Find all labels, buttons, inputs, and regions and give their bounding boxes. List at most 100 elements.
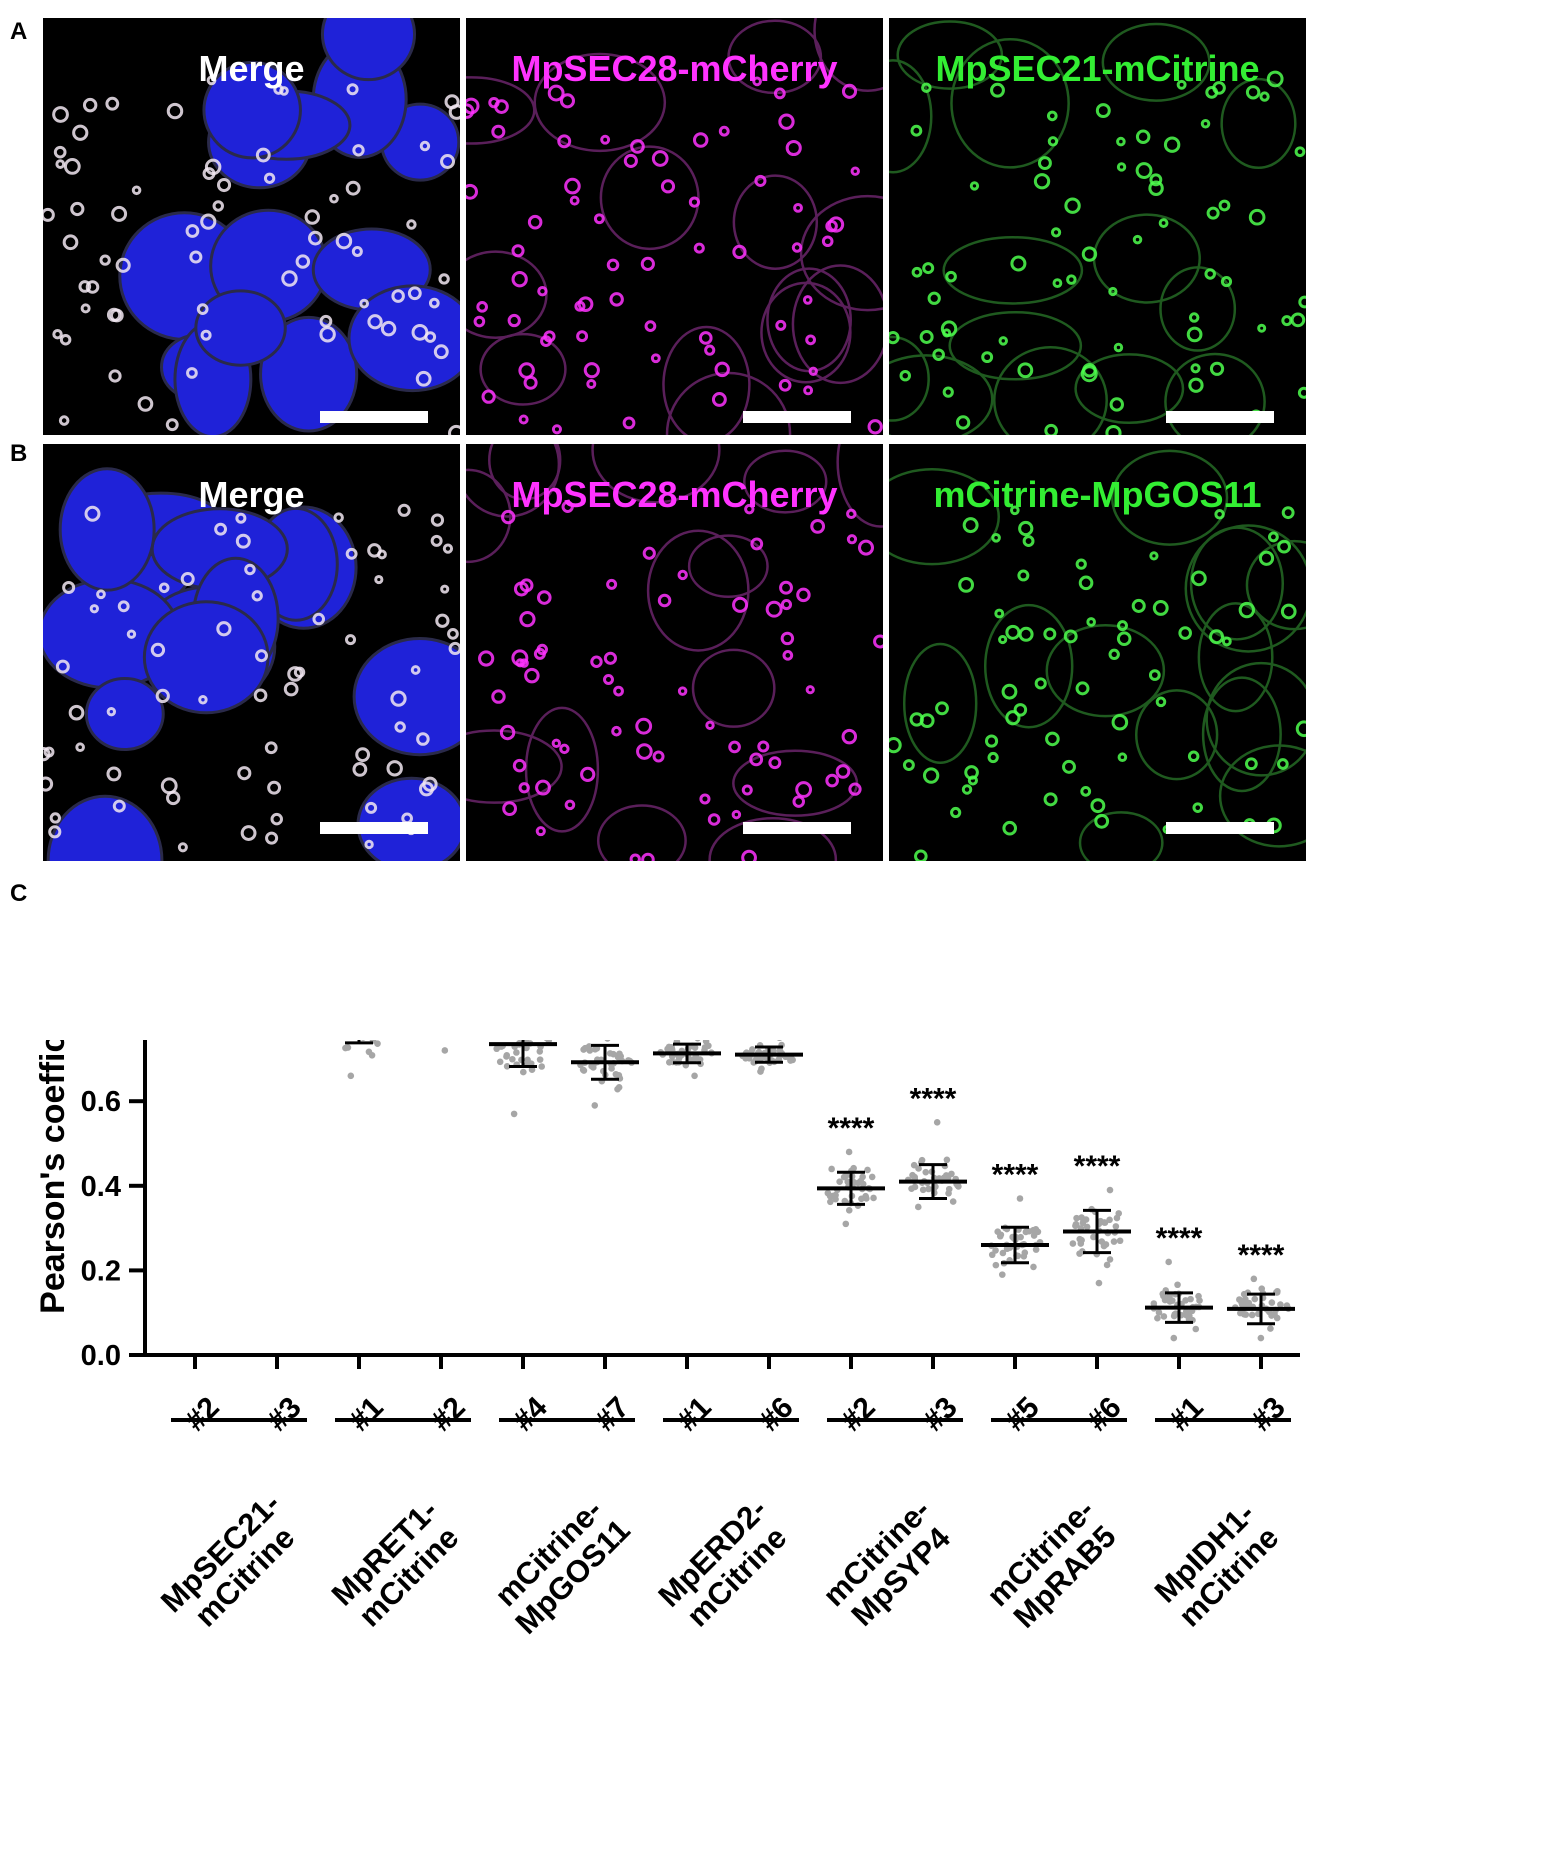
punctum: [1290, 312, 1306, 328]
y-axis-label: Pearson's coefficient: [34, 1040, 72, 1314]
punctum: [600, 134, 611, 145]
punctum: [202, 167, 216, 181]
punctum: [867, 419, 883, 435]
data-point: [702, 1040, 710, 1045]
data-point: [840, 1173, 848, 1181]
scale-bar: [743, 822, 851, 834]
group-label: mCitrine-MpSYP4: [816, 1492, 961, 1637]
punctum: [1117, 620, 1128, 632]
data-point: [1166, 1292, 1173, 1300]
punctum: [657, 593, 672, 608]
punctum: [630, 139, 645, 154]
punctum: [1111, 713, 1129, 731]
punctum: [386, 760, 403, 777]
punctum: [780, 631, 795, 646]
data-point: [374, 1040, 381, 1047]
punctum: [1001, 683, 1018, 700]
punctum: [969, 181, 980, 191]
y-tick-label: 0.6: [81, 1086, 121, 1118]
punctum: [919, 329, 934, 344]
punctum: [704, 344, 716, 356]
data-point: [1021, 1249, 1029, 1257]
punctum: [1258, 550, 1275, 566]
punctum: [827, 216, 845, 233]
punctum: [511, 271, 528, 288]
punctum: [1176, 79, 1187, 90]
punctum: [415, 370, 432, 387]
data-point: [1032, 1246, 1040, 1253]
punctum: [580, 766, 596, 782]
significance-label: ****: [1238, 1239, 1285, 1272]
punctum: [1218, 199, 1231, 212]
punctum: [308, 230, 323, 246]
punctum: [1245, 85, 1261, 100]
nucleus: [356, 776, 460, 861]
group-label: MpRET1-mCitrine: [325, 1493, 469, 1637]
punctum: [1149, 173, 1163, 187]
punctum: [1135, 162, 1153, 179]
punctum: [765, 600, 783, 618]
nucleus: [194, 289, 287, 367]
punctum: [796, 587, 811, 603]
punctum: [782, 650, 794, 661]
punctum: [998, 634, 1008, 645]
punctum: [603, 651, 618, 665]
punctum: [1280, 603, 1297, 620]
punctum: [603, 674, 614, 685]
cell-outline: [524, 706, 600, 833]
punctum: [519, 658, 529, 668]
punctum: [1259, 91, 1270, 102]
punctum: [70, 201, 85, 217]
punctum: [613, 685, 624, 697]
significance-label: ****: [910, 1082, 957, 1115]
punctum: [780, 599, 793, 611]
punctum: [185, 224, 200, 238]
punctum: [501, 509, 516, 525]
punctum: [1050, 227, 1062, 238]
punctum: [265, 831, 279, 845]
cell-outline: [902, 642, 978, 764]
punctum: [1066, 274, 1077, 285]
punctum: [1163, 136, 1181, 153]
data-point: [510, 1110, 518, 1118]
punctum: [914, 849, 928, 861]
punctum: [902, 759, 915, 772]
data-point: [1236, 1296, 1243, 1303]
cell-outline: [708, 817, 838, 861]
punctum: [63, 158, 81, 175]
punctum: [158, 582, 170, 594]
significance-label: ****: [992, 1158, 1039, 1191]
data-point: [841, 1197, 849, 1205]
nucleus: [259, 315, 359, 433]
x-tick-label: #2: [835, 1391, 882, 1438]
punctum: [155, 688, 170, 704]
punctum: [72, 124, 89, 141]
punctum: [1277, 539, 1291, 554]
punctum: [593, 213, 605, 225]
punctum: [622, 416, 636, 430]
punctum: [1281, 315, 1293, 327]
data-point: [828, 1165, 835, 1173]
punctum: [1105, 424, 1122, 435]
punctum: [1244, 757, 1258, 771]
punctum: [512, 758, 527, 773]
data-point: [1273, 1289, 1281, 1296]
punctum: [1046, 110, 1058, 122]
cell-outline: [896, 20, 1004, 90]
data-point: [1106, 1256, 1114, 1263]
data-point: [1267, 1325, 1274, 1332]
punctum: [846, 534, 858, 545]
cell-outline: [1189, 526, 1285, 641]
punctum: [1188, 377, 1204, 393]
punctum: [698, 331, 713, 345]
data-point: [509, 1055, 516, 1063]
data-point: [1182, 1297, 1189, 1304]
punctum: [705, 720, 715, 731]
data-point: [1170, 1312, 1178, 1320]
data-point: [1174, 1281, 1181, 1289]
x-tick-label: #5: [999, 1391, 1046, 1438]
data-point: [850, 1164, 857, 1172]
punctum: [1277, 758, 1289, 770]
punctum: [240, 825, 257, 841]
data-point: [1030, 1263, 1037, 1271]
